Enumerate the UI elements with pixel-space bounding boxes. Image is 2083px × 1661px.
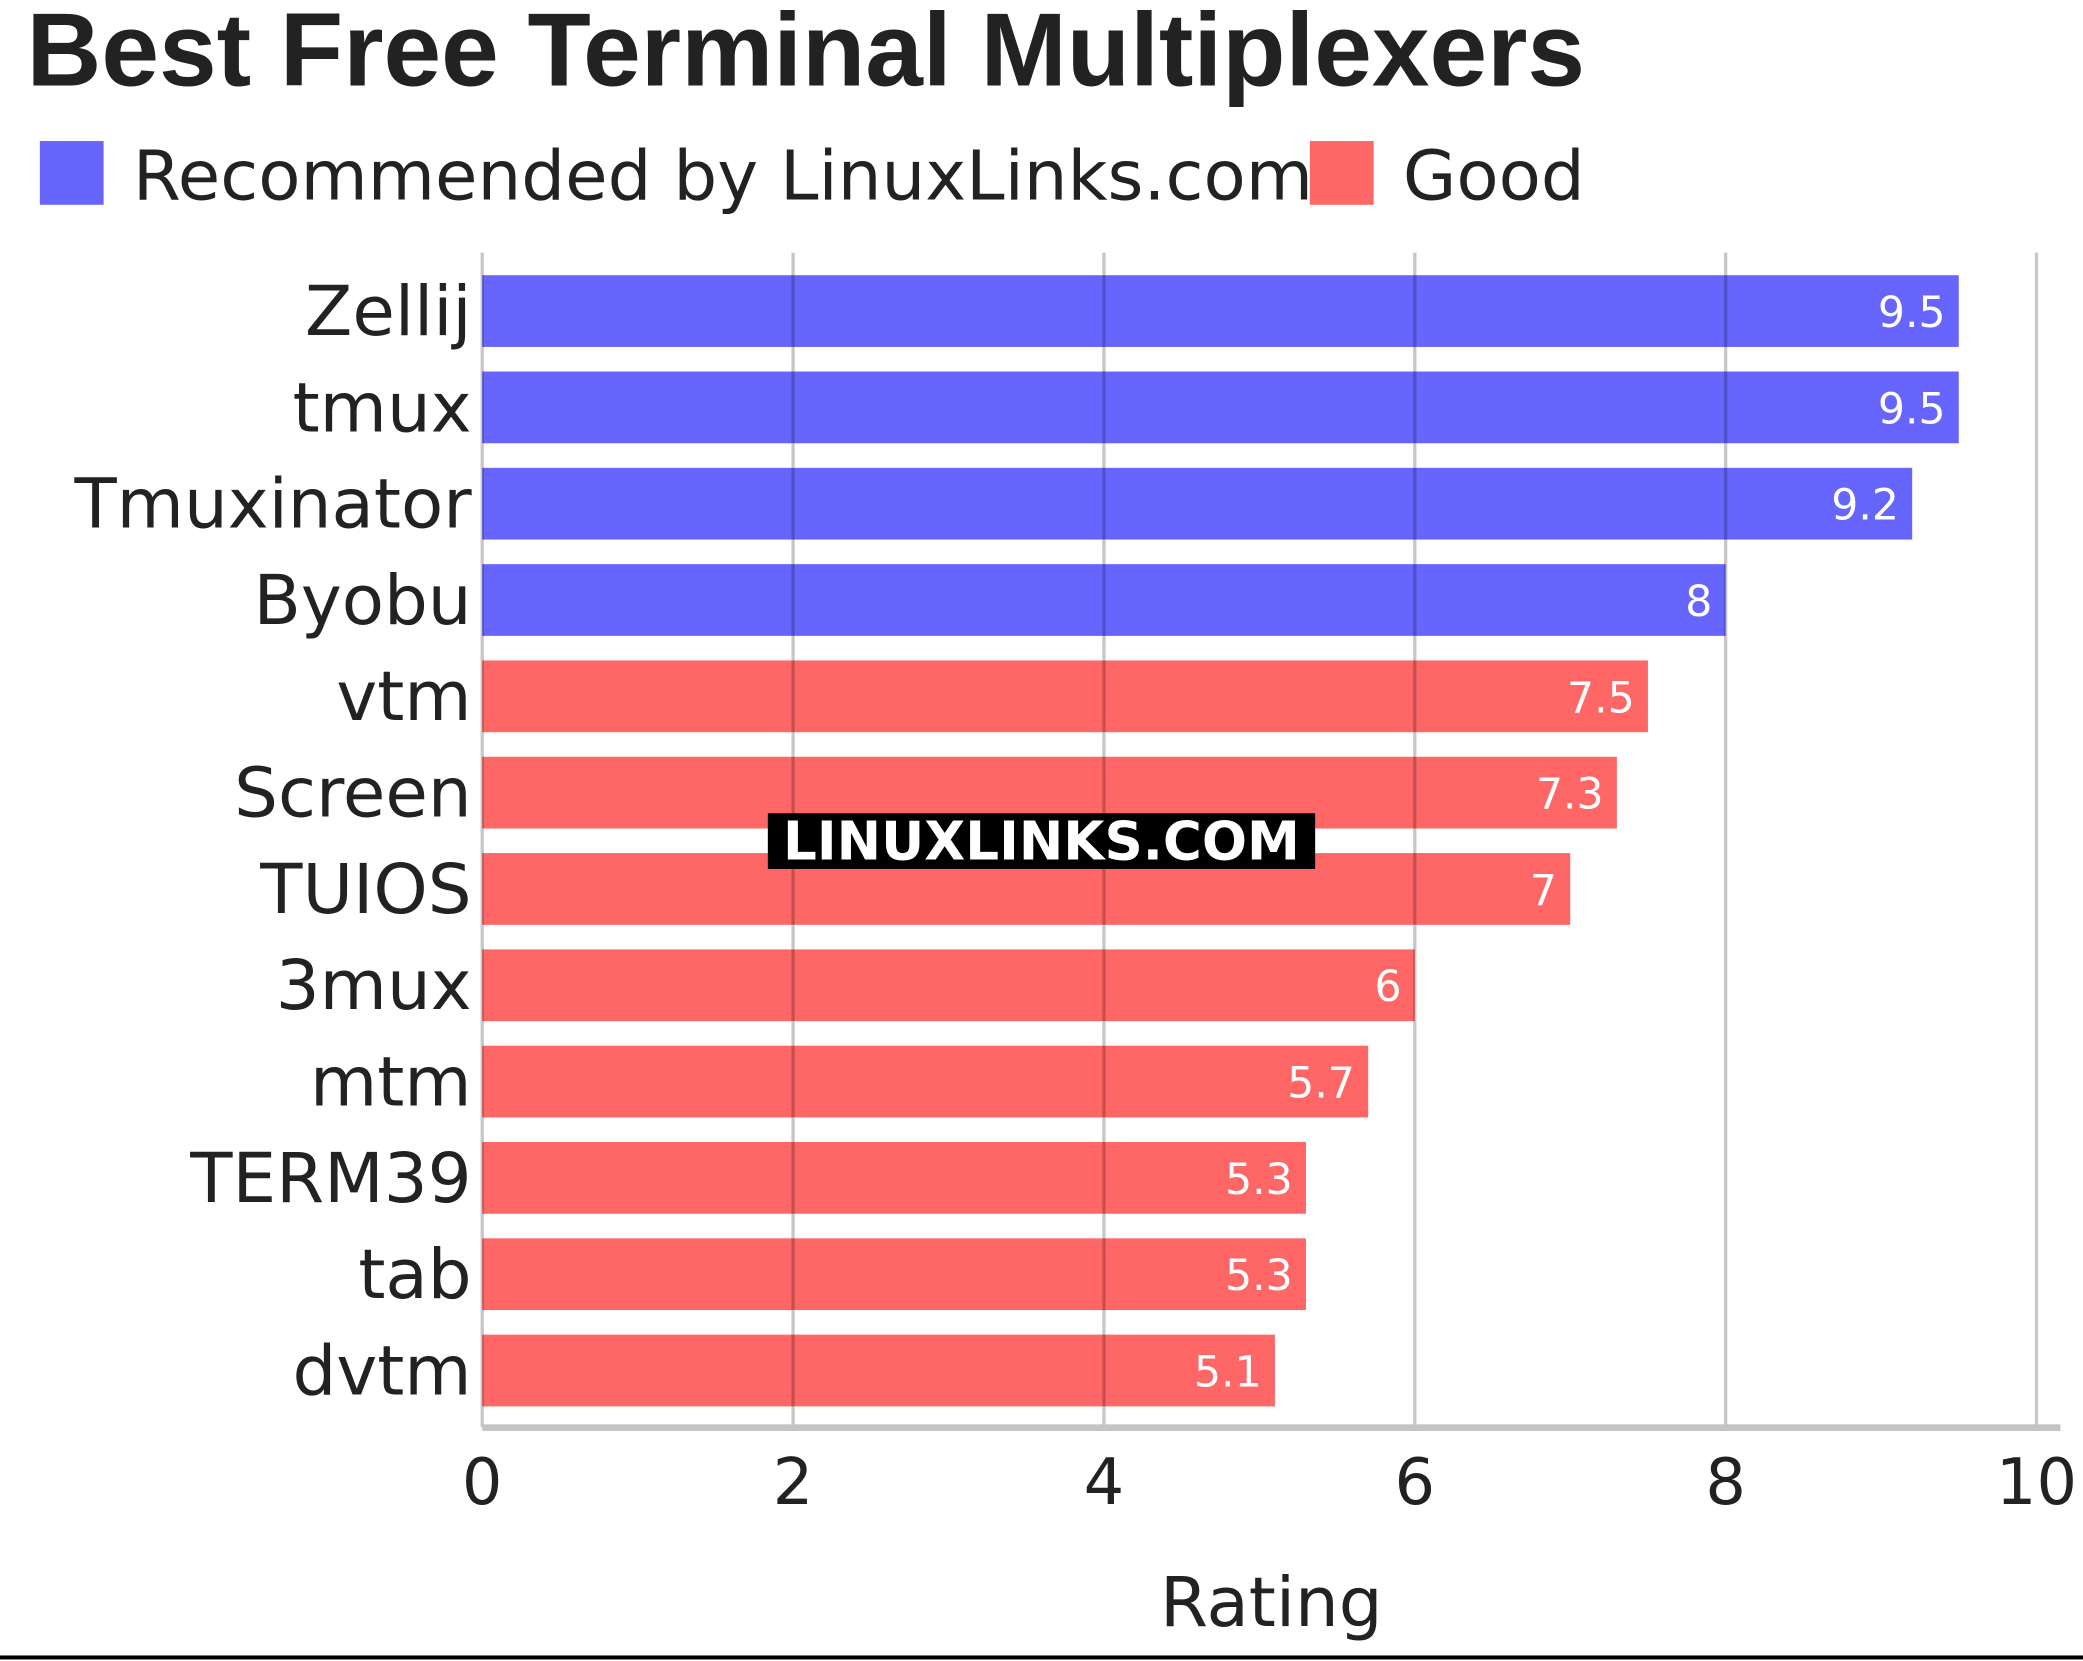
value-label: 9.5	[1878, 289, 1946, 338]
category-label: 3mux	[276, 946, 472, 1026]
value-label: 5.1	[1194, 1348, 1262, 1397]
bar-vtm	[482, 660, 1648, 733]
watermark-text: LINUXLINKS.COM	[783, 811, 1300, 873]
bar-tmux	[482, 371, 1959, 444]
category-label: tab	[358, 1235, 471, 1315]
category-label: Tmuxinator	[73, 465, 472, 545]
bar-dvtm	[482, 1334, 1275, 1407]
x-tick-label: 6	[1395, 1446, 1436, 1520]
legend-label-recommended: Recommended by LinuxLinks.com	[133, 136, 1313, 216]
value-label: 7.5	[1567, 674, 1635, 723]
value-label: 7	[1530, 867, 1557, 916]
chart-title: Best Free Terminal Multiplexers	[27, 0, 1586, 107]
legend-label-good: Good	[1403, 136, 1585, 216]
value-label: 6	[1374, 963, 1401, 1012]
value-label: 5.7	[1287, 1060, 1355, 1109]
legend-swatch-good	[1309, 141, 1374, 205]
category-label: mtm	[310, 1042, 472, 1122]
value-label: 9.2	[1831, 482, 1899, 531]
category-label: dvtm	[293, 1331, 472, 1411]
value-label: 9.5	[1878, 385, 1946, 434]
bar-tmuxinator	[482, 467, 1913, 540]
category-label: Screen	[234, 754, 471, 834]
bottom-rule	[0, 1655, 2083, 1660]
x-axis-line	[482, 1424, 2061, 1431]
value-label: 5.3	[1225, 1156, 1293, 1205]
value-label: 8	[1685, 578, 1712, 627]
category-label: TERM39	[189, 1139, 471, 1219]
bar-term39	[482, 1142, 1306, 1214]
bar-byobu	[482, 564, 1726, 636]
x-tick-label: 2	[773, 1446, 814, 1520]
x-tick-label: 0	[462, 1446, 503, 1520]
x-axis-label: Rating	[1160, 1563, 1383, 1643]
value-label: 7.3	[1536, 771, 1604, 820]
legend-swatch-recommended	[39, 141, 104, 205]
bar-3mux	[482, 949, 1415, 1022]
value-label: 5.3	[1225, 1252, 1293, 1301]
category-label: TUIOS	[259, 850, 471, 930]
x-tick-label: 4	[1084, 1446, 1125, 1520]
bar-mtm	[482, 1045, 1369, 1118]
category-label: vtm	[336, 657, 471, 737]
legend: Recommended by LinuxLinks.com Good	[39, 136, 1585, 216]
watermark-box	[767, 813, 1316, 870]
category-label: Zellij	[305, 272, 472, 352]
x-tick-label: 8	[1705, 1446, 1746, 1520]
category-label: Byobu	[253, 561, 471, 641]
bar-tab	[482, 1238, 1306, 1311]
x-tick-label: 10	[1996, 1446, 2077, 1520]
category-label: tmux	[293, 368, 472, 448]
bar-zellij	[482, 275, 1959, 347]
